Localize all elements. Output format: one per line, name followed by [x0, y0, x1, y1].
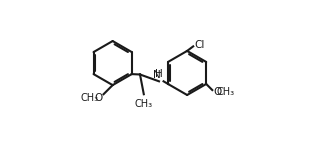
Text: O: O: [213, 87, 221, 97]
Text: CH₃: CH₃: [80, 93, 98, 103]
Text: O: O: [94, 93, 103, 103]
Text: N: N: [153, 70, 161, 80]
Text: H: H: [155, 69, 163, 79]
Text: CH₃: CH₃: [217, 87, 235, 97]
Text: CH₃: CH₃: [135, 99, 153, 109]
Text: Cl: Cl: [194, 40, 204, 50]
